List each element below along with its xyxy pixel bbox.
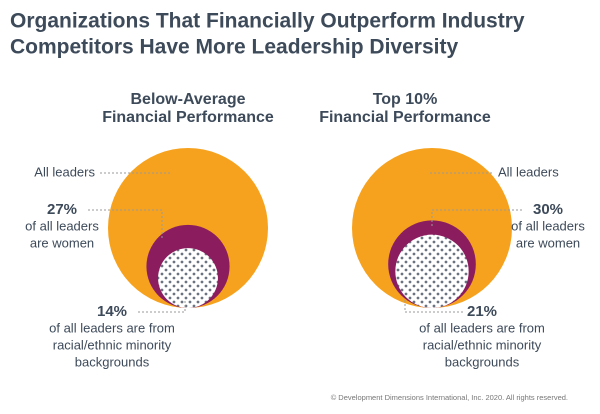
- circle: [395, 234, 469, 308]
- category-label: are women: [516, 235, 580, 250]
- category-label: All leaders: [34, 164, 95, 179]
- category-label: of all leaders: [511, 218, 585, 233]
- category-label: racial/ethnic minority: [423, 337, 542, 352]
- panel-title: Financial Performance: [102, 109, 274, 126]
- title-line: Competitors Have More Leadership Diversi…: [10, 36, 458, 59]
- leader-line: [404, 300, 463, 313]
- category-label: of all leaders: [25, 218, 99, 233]
- category-label: are women: [30, 235, 94, 250]
- category-label: backgrounds: [445, 354, 520, 369]
- leader-line: [431, 209, 522, 228]
- value-label: 14%: [97, 303, 127, 320]
- value-label: 30%: [533, 201, 563, 218]
- footer: © Development Dimensions International, …: [331, 393, 568, 402]
- panel-title: Financial Performance: [319, 109, 491, 126]
- panel-title: Below-Average: [131, 91, 246, 108]
- category-label: All leaders: [498, 164, 559, 179]
- category-label: racial/ethnic minority: [53, 337, 172, 352]
- leader-line: [88, 209, 163, 240]
- category-label: of all leaders are from: [419, 320, 545, 335]
- circle: [158, 248, 218, 308]
- category-label: backgrounds: [75, 354, 150, 369]
- panel-title: Top 10%: [373, 91, 438, 108]
- category-label: of all leaders are from: [49, 320, 175, 335]
- value-label: 27%: [47, 201, 77, 218]
- title-line: Organizations That Financially Outperfor…: [10, 10, 525, 33]
- value-label: 21%: [467, 303, 497, 320]
